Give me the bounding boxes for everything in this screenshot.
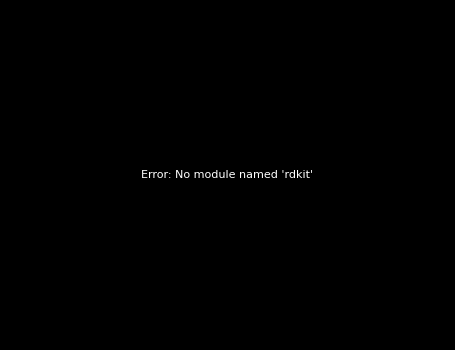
- Text: Error: No module named 'rdkit': Error: No module named 'rdkit': [142, 170, 313, 180]
